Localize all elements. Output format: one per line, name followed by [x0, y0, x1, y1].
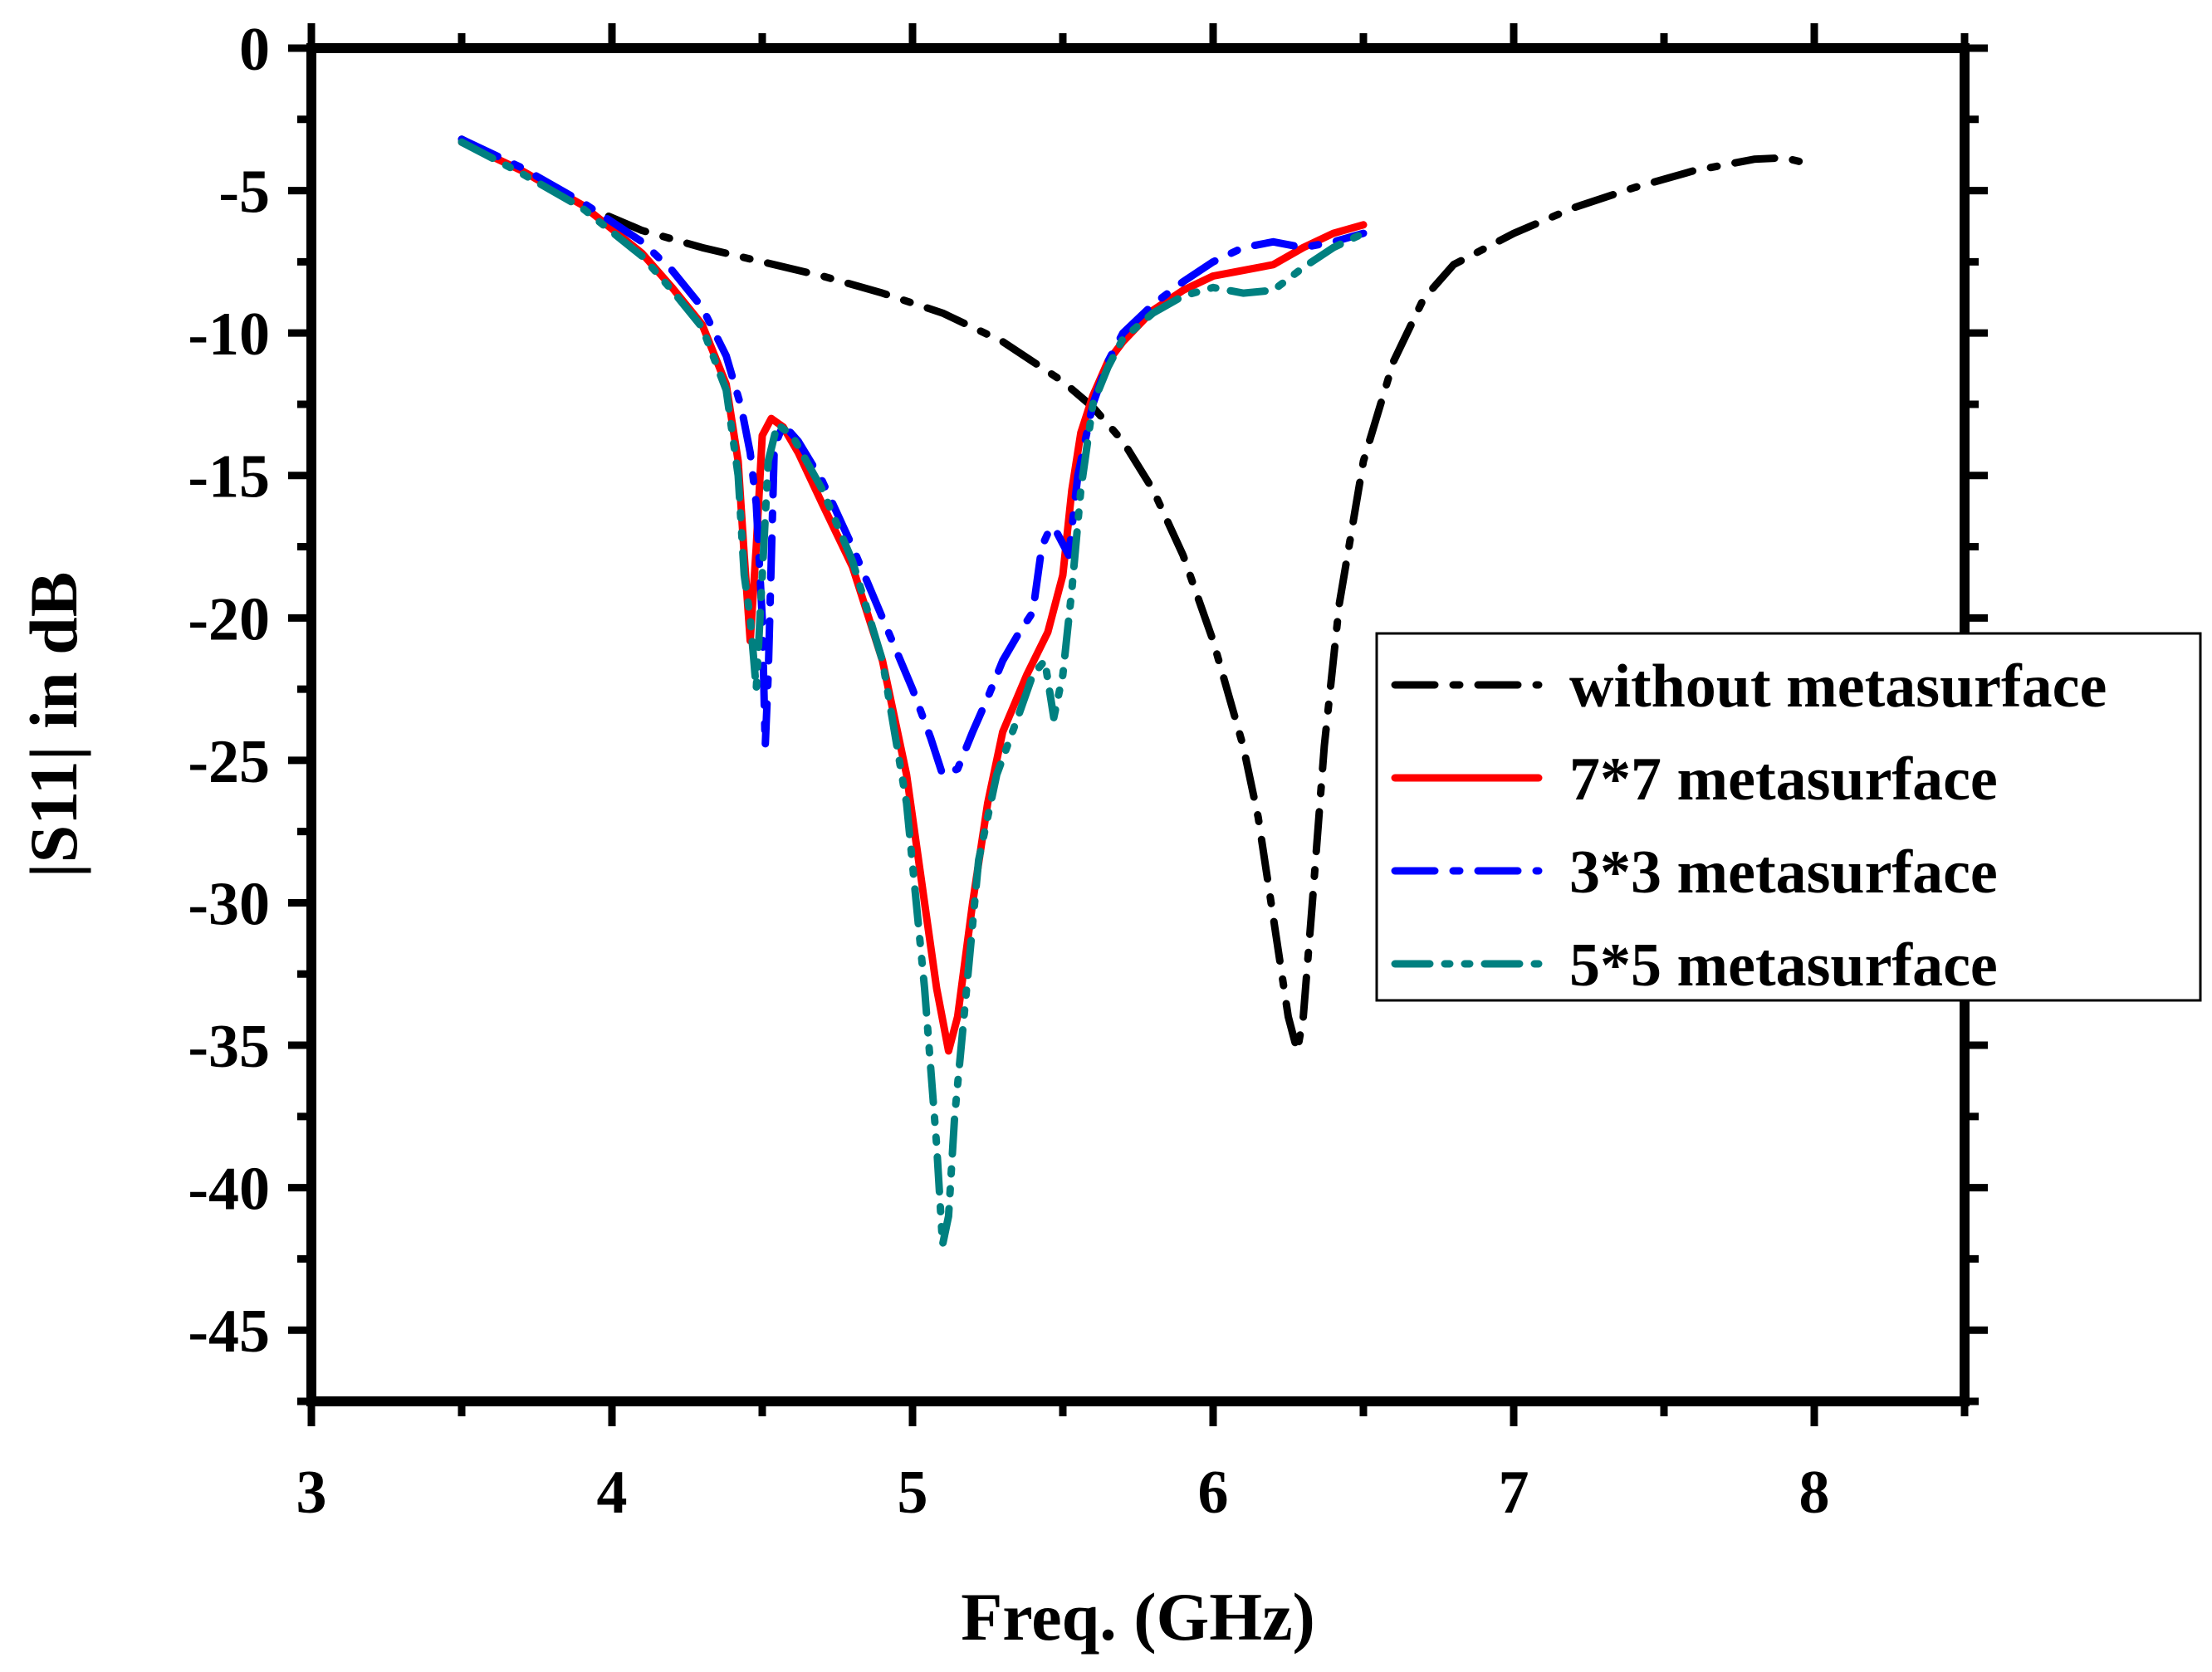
legend-box — [1375, 632, 2202, 1002]
legend-label-4: 5*5 metasurface — [1569, 931, 1998, 1000]
y-tick-label: -45 — [188, 1298, 270, 1366]
y-tick-label: -5 — [218, 159, 270, 227]
x-tick-label: 6 — [1198, 1459, 1229, 1527]
y-tick-label: 0 — [239, 16, 270, 84]
legend-label-3: 3*3 metasurface — [1569, 838, 1998, 907]
y-tick-label: -15 — [188, 443, 270, 511]
x-tick-label: 4 — [597, 1459, 628, 1527]
y-tick-label: -25 — [188, 728, 270, 796]
legend: without metasurface 7*7 metasurface 3*3 me… — [1375, 632, 2202, 1002]
tick-labels: 3 4 5 6 7 8 0 -5 -10 -15 -20 -25 -30 -35 -40 -45 — [188, 16, 1829, 1527]
y-tick-label: -30 — [188, 870, 270, 938]
x-tick-label: 7 — [1499, 1459, 1529, 1527]
series-line-1 — [458, 135, 1818, 1055]
x-tick-label: 5 — [898, 1459, 928, 1527]
x-tick-label: 3 — [296, 1459, 327, 1527]
x-tick-label: 8 — [1799, 1459, 1830, 1527]
y-tick-label: -40 — [188, 1156, 270, 1224]
series-line-2 — [458, 138, 1368, 1055]
series-line-4 — [458, 138, 1368, 1249]
y-tick-label: -10 — [188, 301, 270, 369]
series-lines — [458, 135, 1818, 1249]
x-axis-label: Freq. (GHz) — [961, 1579, 1315, 1655]
legend-label-1: without metasurface — [1569, 653, 2107, 721]
y-tick-label: -20 — [188, 585, 270, 653]
y-tick-label: -35 — [188, 1013, 270, 1081]
legend-label-2: 7*7 metasurface — [1569, 746, 1998, 814]
series-line-3 — [458, 135, 1368, 779]
y-axis-label: |S11| in dB — [16, 572, 91, 878]
